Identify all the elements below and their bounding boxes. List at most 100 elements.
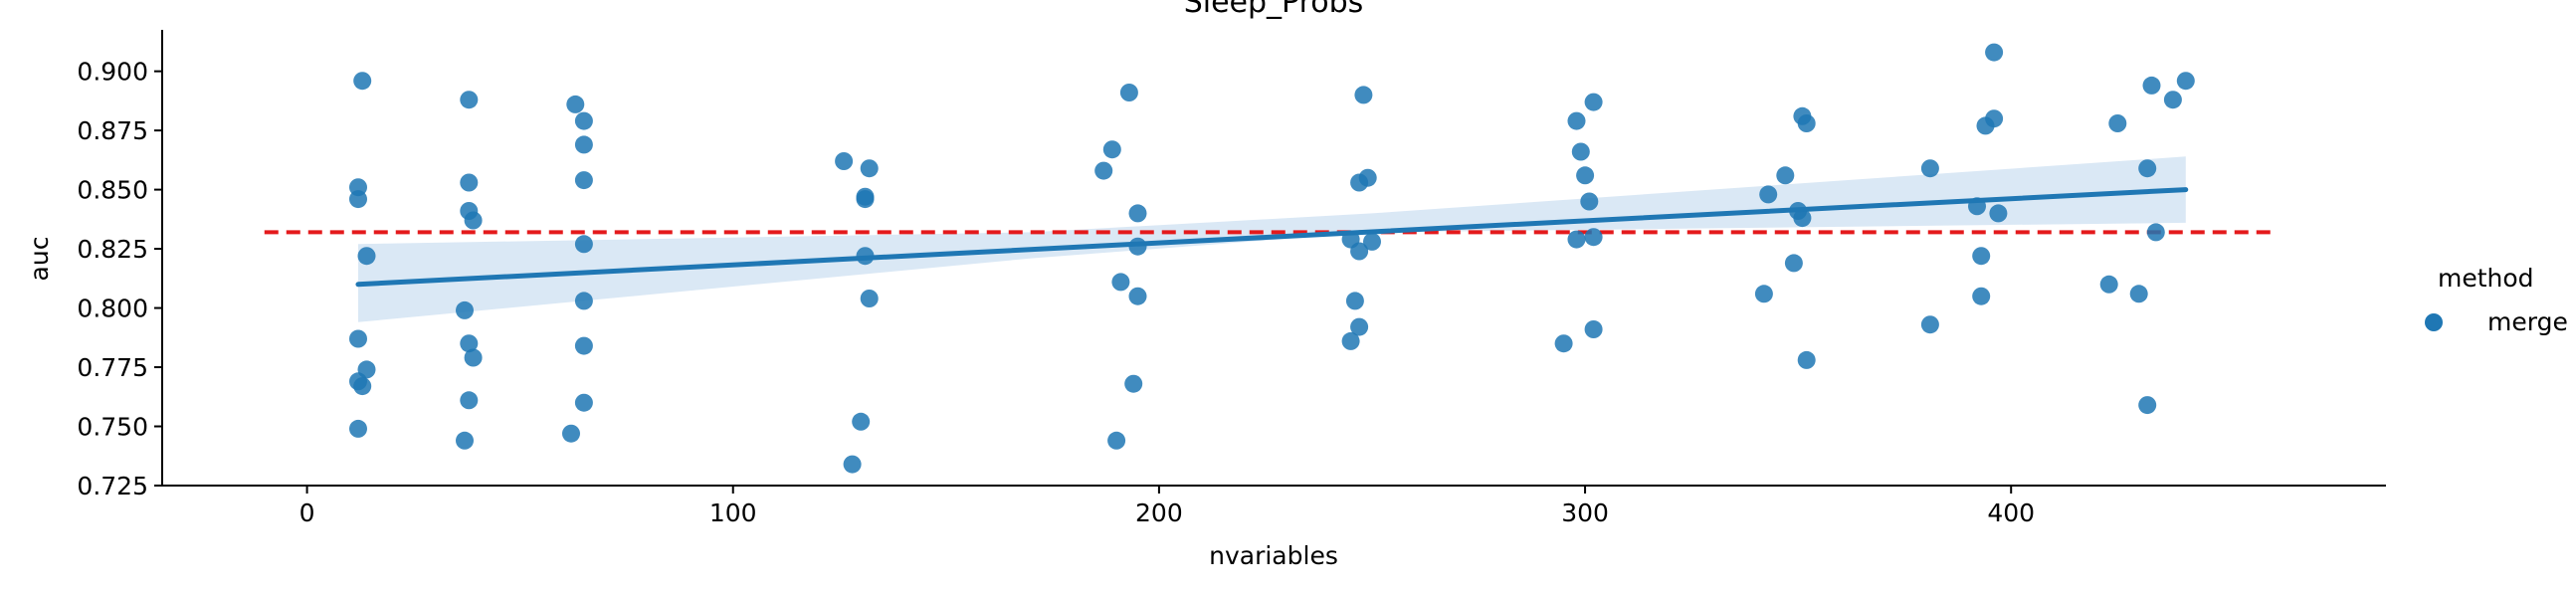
data-point	[1576, 166, 1595, 185]
data-point	[1094, 161, 1113, 180]
data-point	[1554, 334, 1573, 353]
data-point	[1754, 285, 1773, 303]
data-point	[460, 391, 479, 410]
data-point	[1759, 185, 1778, 204]
data-point	[1350, 242, 1369, 261]
data-point	[2099, 275, 2118, 294]
tick-labels: 0 100 200 300 400 0.725 0.750 0.775 0.800 0.825 0.…	[77, 58, 2035, 527]
y-axis-label: auc	[25, 237, 54, 282]
data-point	[1584, 228, 1603, 247]
data-point	[1797, 114, 1816, 132]
data-point	[460, 334, 479, 353]
data-point	[574, 111, 593, 130]
legend-entry-merge: merge	[2487, 307, 2568, 336]
data-point	[1350, 317, 1369, 336]
y-tick-label: 0.900	[77, 58, 148, 87]
data-point	[1972, 287, 1991, 305]
data-point	[353, 72, 372, 91]
data-point	[1345, 292, 1364, 310]
data-point	[1989, 204, 2008, 223]
data-point	[2138, 159, 2157, 178]
data-point	[1363, 232, 1381, 251]
data-point	[2146, 223, 2165, 242]
data-points-layer	[349, 43, 2195, 474]
y-tick-label: 0.875	[77, 116, 148, 145]
data-point	[1793, 209, 1812, 228]
data-point	[843, 455, 862, 474]
data-point	[357, 247, 376, 266]
data-point	[1341, 331, 1360, 350]
y-tick-label: 0.750	[77, 413, 148, 442]
data-point	[1128, 287, 1147, 305]
data-point	[1128, 204, 1147, 223]
regression-line-layer	[355, 187, 2189, 288]
data-point	[2129, 285, 2148, 303]
legend-title: method	[2438, 264, 2534, 293]
y-tick-label: 0.800	[77, 295, 148, 323]
data-point	[1584, 320, 1603, 338]
data-point	[1985, 43, 2004, 62]
legend: method merge	[2425, 264, 2568, 336]
data-point	[835, 152, 854, 170]
data-point	[1567, 230, 1586, 249]
data-point	[1111, 273, 1130, 292]
data-point	[574, 171, 593, 190]
data-point	[1354, 86, 1373, 104]
data-point	[464, 211, 483, 230]
data-point	[2142, 76, 2161, 95]
data-point	[456, 431, 474, 450]
regression-line	[355, 187, 2189, 288]
data-point	[1985, 109, 2004, 128]
data-point	[1776, 166, 1795, 185]
data-point	[1784, 254, 1803, 273]
data-point	[2176, 72, 2195, 91]
data-point	[1102, 140, 1121, 159]
data-point	[1580, 192, 1599, 211]
y-tick-label: 0.825	[77, 235, 148, 264]
legend-marker	[2425, 313, 2443, 331]
data-point	[2138, 396, 2157, 415]
x-tick-label: 200	[1135, 498, 1183, 527]
data-point	[1972, 247, 1991, 266]
data-point	[574, 336, 593, 355]
x-tick-label: 100	[709, 498, 757, 527]
data-point	[2108, 114, 2127, 132]
data-point	[2163, 91, 2182, 109]
data-point	[1584, 93, 1603, 111]
data-point	[574, 393, 593, 412]
data-point	[574, 292, 593, 310]
data-point	[460, 173, 479, 192]
chart-title: Sleep_Probs	[1184, 0, 1364, 20]
data-point	[464, 348, 483, 367]
data-point	[1920, 159, 1939, 178]
data-point	[574, 235, 593, 254]
data-point	[856, 190, 875, 209]
data-point	[1124, 374, 1143, 393]
x-tick-label: 300	[1561, 498, 1609, 527]
data-point	[1920, 315, 1939, 334]
data-point	[456, 300, 474, 319]
data-point	[860, 159, 879, 178]
data-point	[852, 412, 871, 431]
axes	[161, 30, 2386, 487]
data-point	[1119, 84, 1138, 101]
data-point	[1567, 111, 1586, 130]
y-tick-label: 0.725	[77, 472, 148, 500]
y-tick-label: 0.850	[77, 176, 148, 205]
data-point	[1107, 431, 1126, 450]
data-point	[566, 95, 585, 113]
data-point	[349, 190, 367, 209]
data-point	[860, 290, 879, 307]
data-point	[1571, 142, 1590, 161]
data-point	[574, 135, 593, 154]
data-point	[349, 329, 367, 348]
data-point	[349, 419, 367, 438]
data-point	[353, 377, 372, 396]
x-tick-label: 400	[1987, 498, 2035, 527]
y-tick-label: 0.775	[77, 353, 148, 382]
data-point	[460, 91, 479, 109]
data-point	[1350, 173, 1369, 192]
x-tick-label: 0	[299, 498, 315, 527]
x-axis-label: nvariables	[1209, 541, 1338, 570]
